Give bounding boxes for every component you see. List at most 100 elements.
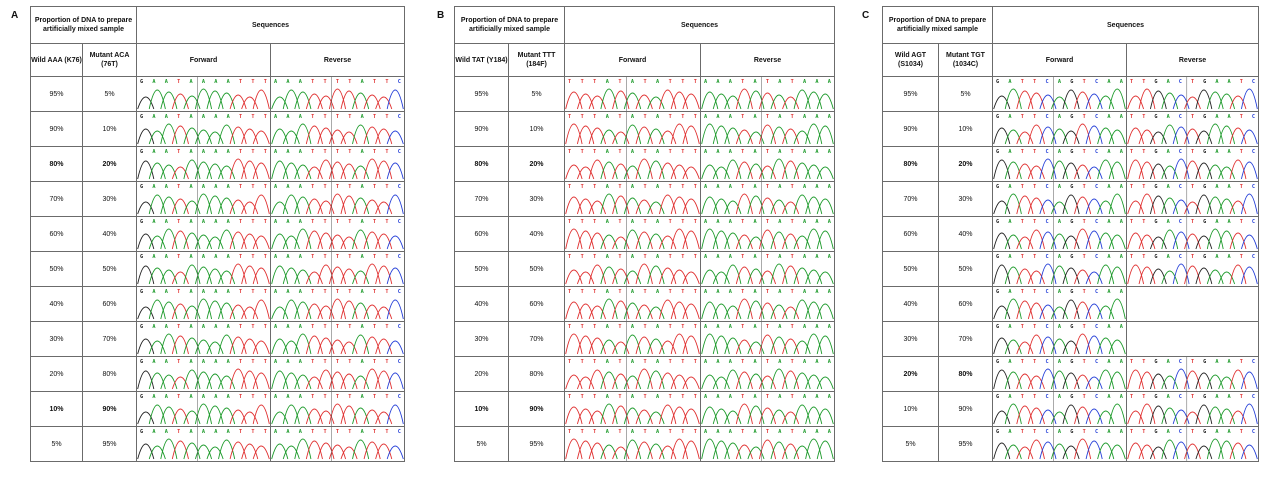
wild-header: Wild AGT (S1034) — [882, 43, 939, 77]
trace-peak — [340, 163, 358, 180]
base-call: C — [397, 219, 401, 225]
base-call: A — [753, 324, 757, 330]
trace-peak — [805, 333, 823, 355]
base-call: T — [741, 429, 745, 435]
trace-peak — [386, 445, 404, 460]
chromatogram-trace — [137, 252, 270, 286]
base-call: A — [286, 359, 290, 365]
trace-peak — [241, 96, 259, 110]
trace-peak — [252, 445, 270, 460]
reverse-header: Reverse — [1126, 43, 1259, 77]
base-call: T — [373, 324, 377, 330]
base-call: T — [311, 429, 315, 435]
trace-peak — [352, 375, 370, 390]
base-call: T — [1190, 429, 1195, 435]
chromatogram-trace — [565, 287, 700, 321]
base-call: A — [286, 114, 290, 120]
base-call: G — [1154, 219, 1158, 225]
trace-peak — [1039, 441, 1057, 460]
base-call: C — [1178, 429, 1182, 435]
trace-peak — [282, 299, 300, 320]
base-call: T — [618, 324, 622, 330]
trace-peak — [670, 438, 689, 460]
trace-peak — [1161, 124, 1179, 145]
trace-peak — [993, 369, 1011, 390]
base-call: T — [311, 184, 315, 190]
base-call: A — [1057, 324, 1061, 330]
base-call: T — [1130, 114, 1134, 120]
base-call: A — [189, 289, 193, 295]
base-call: A — [189, 114, 193, 120]
trace-peak — [1062, 299, 1080, 320]
base-call: A — [189, 394, 193, 400]
base-call: A — [803, 219, 807, 225]
trace-peak — [588, 127, 606, 145]
chromatogram-trace — [565, 392, 700, 426]
base-call: A — [152, 79, 156, 85]
base-call: T — [1033, 114, 1037, 120]
trace-peak — [160, 374, 178, 390]
trace-peak — [271, 128, 289, 145]
trace-peak — [805, 164, 823, 180]
base-call: A — [605, 219, 609, 225]
forward-header: Forward — [136, 43, 271, 77]
base-call: A — [298, 219, 302, 225]
trace-peak — [588, 200, 606, 215]
trace-peak — [252, 130, 270, 145]
base-call: A — [1227, 79, 1231, 85]
chromatogram-trace — [271, 322, 404, 356]
trace-peak — [565, 123, 583, 145]
trace-peak — [1085, 230, 1103, 250]
base-call: A — [827, 149, 831, 155]
base-call: T — [681, 289, 685, 295]
base-call: T — [765, 79, 769, 85]
trace-peak — [271, 443, 289, 460]
trace-peak — [160, 228, 178, 250]
base-call: T — [335, 184, 339, 190]
wild-percent: 80% — [454, 146, 509, 182]
trace-peak — [352, 165, 370, 180]
trace-peak — [805, 406, 823, 425]
base-call: G — [140, 254, 144, 260]
trace-peak — [1127, 369, 1145, 390]
trace-peak — [194, 129, 213, 145]
base-call: A — [753, 79, 757, 85]
trace-peak — [375, 443, 393, 460]
trace-peak — [1097, 305, 1115, 320]
trace-peak — [805, 301, 823, 320]
base-call: A — [1008, 184, 1012, 190]
wild-percent: 80% — [882, 146, 939, 182]
trace-peak — [1027, 197, 1045, 215]
base-call: T — [1190, 149, 1195, 155]
base-call: G — [996, 254, 1000, 260]
base-call: A — [274, 394, 278, 400]
base-call: A — [214, 289, 218, 295]
base-call: T — [568, 324, 572, 330]
base-call: T — [580, 359, 584, 365]
base-call: T — [263, 149, 267, 155]
trace-peak — [770, 304, 788, 320]
base-call: A — [1119, 324, 1123, 330]
trace-peak — [375, 265, 393, 285]
trace-peak — [1149, 373, 1167, 390]
base-call: C — [1095, 184, 1099, 190]
base-call: A — [728, 254, 732, 260]
trace-peak — [793, 130, 811, 145]
trace-peak — [194, 371, 213, 390]
chromatogram-trace — [137, 287, 270, 321]
trace-peak — [701, 269, 719, 285]
base-call: T — [323, 219, 327, 225]
base-call: A — [1107, 184, 1111, 190]
trace-peak — [565, 269, 583, 285]
base-call: T — [1142, 184, 1146, 190]
trace-peak — [1161, 270, 1179, 285]
trace-peak — [305, 198, 323, 215]
trace-peak — [770, 94, 788, 110]
base-call: A — [1215, 149, 1219, 155]
trace-peak — [1108, 234, 1126, 250]
base-call: A — [605, 324, 609, 330]
base-call: T — [1082, 359, 1086, 365]
trace-peak — [241, 265, 259, 285]
